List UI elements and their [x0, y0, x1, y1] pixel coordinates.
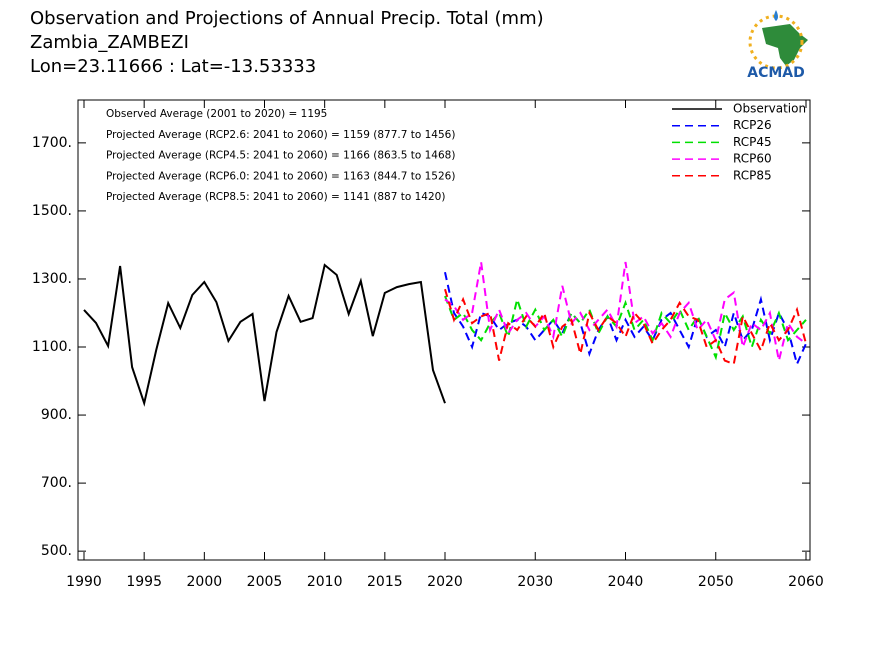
series-line — [444, 288, 807, 366]
x-tick-label: 2040 — [608, 574, 644, 590]
x-tick-label: 2000 — [187, 574, 223, 590]
y-tick-label: 900. — [41, 407, 72, 423]
logo: ACMAD — [747, 10, 808, 81]
y-tick-label: 500. — [41, 543, 72, 559]
y-tick-label: 700. — [41, 475, 72, 491]
x-tick-label: 2010 — [307, 574, 343, 590]
legend-label: Observation — [733, 102, 806, 116]
legend-label: RCP60 — [733, 152, 772, 166]
series-line — [83, 263, 446, 407]
y-tick-label: 1500. — [32, 203, 72, 219]
logo-africa — [762, 24, 808, 66]
annotation: Projected Average (RCP8.5: 2041 to 2060)… — [106, 191, 445, 203]
x-tick-label: 1995 — [126, 574, 162, 590]
series-line — [444, 261, 807, 361]
annotation: Projected Average (RCP2.6: 2041 to 2060)… — [106, 129, 455, 141]
y-tick-label: 1700. — [32, 135, 72, 151]
annotation: Observed Average (2001 to 2020) = 1195 — [106, 108, 327, 120]
legend-label: RCP45 — [733, 135, 772, 149]
plot-frame — [77, 99, 811, 561]
series-line — [444, 295, 807, 361]
x-tick-label: 1990 — [66, 574, 102, 590]
x-tick-label: 2060 — [788, 574, 824, 590]
y-tick-label: 1100. — [32, 339, 72, 355]
logo-text: ACMAD — [747, 65, 805, 81]
logo-drop — [774, 10, 778, 21]
annotation: Projected Average (RCP6.0: 2041 to 2060)… — [106, 170, 455, 182]
x-tick-label: 2030 — [517, 574, 553, 590]
legend-label: RCP85 — [733, 168, 772, 182]
annotation: Projected Average (RCP4.5: 2041 to 2060)… — [106, 150, 455, 162]
chart-location: Lon=23.11666 : Lat=-13.53333 — [30, 56, 316, 77]
chart-subtitle: Zambia_ZAMBEZI — [30, 32, 189, 53]
x-tick-label: 2005 — [247, 574, 283, 590]
chart-title: Observation and Projections of Annual Pr… — [30, 8, 544, 29]
legend-label: RCP26 — [733, 118, 772, 132]
x-tick-label: 2020 — [427, 574, 463, 590]
x-tick-label: 2050 — [698, 574, 734, 590]
series-line — [444, 271, 807, 368]
y-tick-label: 1300. — [32, 271, 72, 287]
x-tick-label: 2015 — [367, 574, 403, 590]
